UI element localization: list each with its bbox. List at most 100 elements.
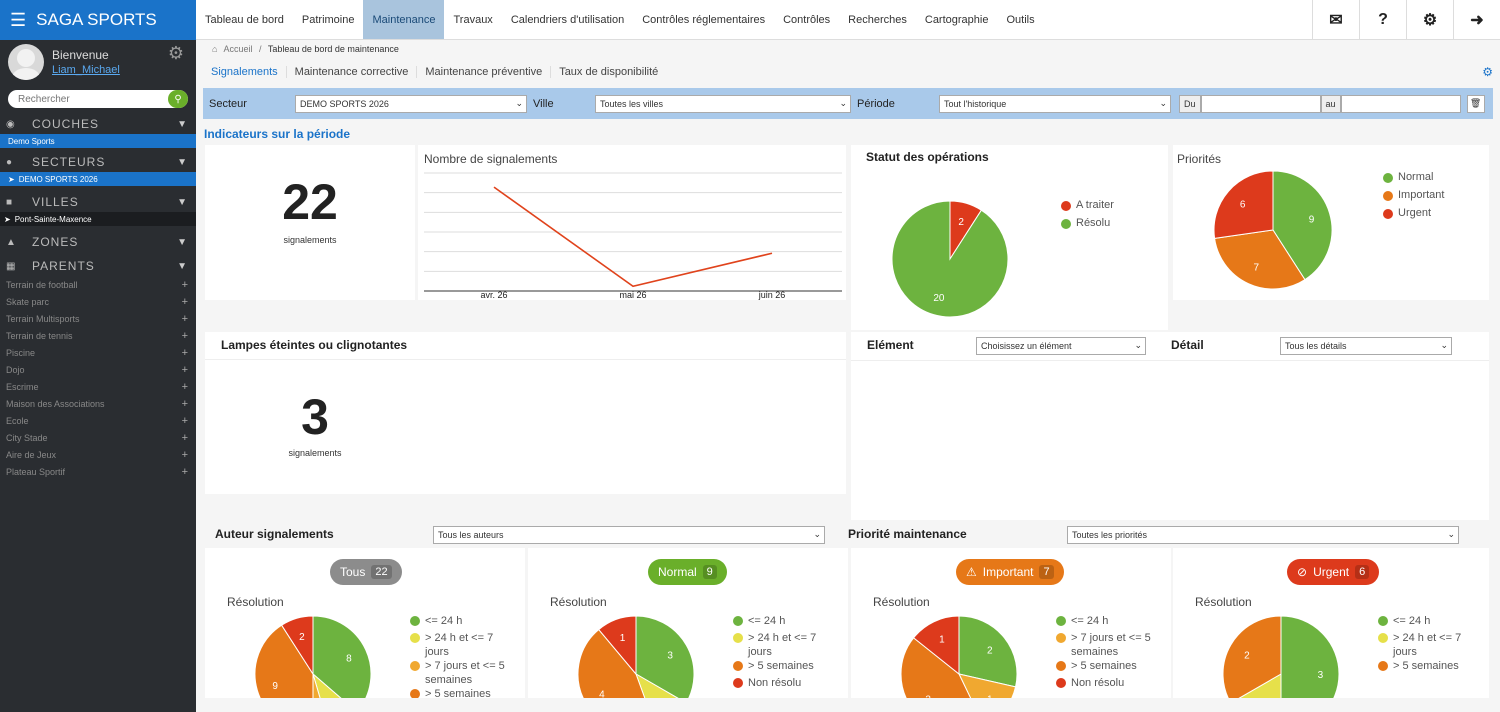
legend-item[interactable]: <= 24 h bbox=[733, 614, 838, 631]
pie-slice[interactable] bbox=[1222, 615, 1282, 698]
breadcrumb-home[interactable]: Accueil bbox=[223, 44, 253, 54]
legend-item[interactable]: > 24 h et <= 7 jours bbox=[733, 631, 838, 659]
legend-item[interactable]: > 24 h et <= 7 jours bbox=[410, 631, 515, 659]
pie-slice[interactable] bbox=[1280, 615, 1340, 698]
section-villes[interactable]: ■ VILLES ▼ bbox=[0, 192, 196, 212]
pie-slice[interactable] bbox=[891, 200, 1009, 318]
legend-item[interactable]: Urgent bbox=[1383, 207, 1444, 225]
legend-item[interactable]: > 5 semaines bbox=[1378, 659, 1483, 676]
parent-item[interactable]: Terrain Multisports + bbox=[0, 310, 196, 327]
nav-item[interactable]: Cartographie bbox=[924, 13, 989, 26]
pie-slice[interactable] bbox=[635, 672, 686, 698]
plus-icon[interactable]: + bbox=[181, 397, 188, 410]
periode-select[interactable]: Tout l'historique ⌄ bbox=[939, 94, 1171, 113]
priority-badge[interactable]: ⊘ Urgent 6 bbox=[1287, 559, 1380, 585]
parent-item[interactable]: Terrain de tennis + bbox=[0, 327, 196, 344]
subtab[interactable]: Maintenance préventive bbox=[417, 66, 552, 78]
search-input[interactable] bbox=[18, 93, 158, 105]
legend-item[interactable]: Non résolu bbox=[733, 676, 838, 693]
parent-item[interactable]: Piscine + bbox=[0, 344, 196, 361]
plus-icon[interactable]: + bbox=[181, 448, 188, 461]
pie-slice[interactable] bbox=[598, 615, 637, 676]
section-zones[interactable]: ▲ ZONES ▼ bbox=[0, 232, 196, 252]
priority-badge[interactable]: Normal 9 bbox=[648, 559, 727, 585]
envelope-icon[interactable]: ✉ bbox=[1312, 0, 1359, 39]
parent-item[interactable]: Aire de Jeux + bbox=[0, 446, 196, 463]
parent-item[interactable]: City Stade + bbox=[0, 429, 196, 446]
legend-item[interactable]: <= 24 h bbox=[1378, 614, 1483, 631]
search-icon[interactable]: ⚲ bbox=[168, 90, 188, 108]
legend-item[interactable]: Normal bbox=[1383, 171, 1444, 189]
legend-item[interactable]: > 5 semaines bbox=[410, 687, 515, 698]
plus-icon[interactable]: + bbox=[181, 329, 188, 342]
pie-slice[interactable] bbox=[312, 615, 372, 698]
menu-icon[interactable]: ☰ bbox=[10, 9, 27, 30]
legend-item[interactable]: > 5 semaines bbox=[1056, 659, 1161, 676]
username-link[interactable]: Liam_Michael bbox=[52, 64, 120, 76]
nav-item[interactable]: Calendriers d'utilisation bbox=[510, 13, 625, 26]
priority-badge[interactable]: Tous 22 bbox=[330, 559, 402, 585]
pie-slice[interactable] bbox=[254, 624, 314, 698]
plus-icon[interactable]: + bbox=[181, 278, 188, 291]
legend-item[interactable]: Non résolu bbox=[1056, 676, 1161, 693]
pie-slice[interactable] bbox=[1213, 170, 1274, 239]
parent-item[interactable]: Maison des Associations + bbox=[0, 395, 196, 412]
trash-icon[interactable]: 🗑 bbox=[1466, 94, 1485, 113]
date-from-input[interactable] bbox=[1200, 94, 1321, 113]
legend-item[interactable]: > 7 jours et <= 5 semaines bbox=[1056, 631, 1161, 659]
legend-item[interactable]: Important bbox=[1383, 189, 1444, 207]
priorite-maint-select[interactable]: Toutes les priorités ⌄ bbox=[1067, 526, 1459, 544]
help-icon[interactable]: ? bbox=[1359, 0, 1406, 39]
pie-slice[interactable] bbox=[958, 615, 1018, 688]
pie-slice[interactable] bbox=[312, 673, 329, 698]
nav-item[interactable]: Recherches bbox=[848, 13, 907, 26]
parent-item[interactable]: Terrain de football + bbox=[0, 276, 196, 293]
selected-ville[interactable]: ➤ Pont-Sainte-Maxence bbox=[0, 212, 196, 226]
plus-icon[interactable]: + bbox=[181, 431, 188, 444]
auteur-select[interactable]: Tous les auteurs ⌄ bbox=[433, 526, 825, 544]
detail-select[interactable]: Tous les détails ⌄ bbox=[1280, 337, 1452, 355]
subtab[interactable]: Signalements bbox=[203, 66, 287, 78]
pie-slice[interactable] bbox=[635, 615, 695, 698]
ville-select[interactable]: Toutes les villes ⌄ bbox=[595, 94, 851, 113]
nav-item[interactable]: Patrimoine bbox=[301, 13, 355, 26]
nav-item[interactable]: Contrôles bbox=[783, 13, 831, 26]
priority-badge[interactable]: ⚠ Important 7 bbox=[956, 559, 1064, 585]
nav-item[interactable]: Contrôles réglementaires bbox=[642, 13, 766, 26]
selected-secteur[interactable]: ➤ DEMO SPORTS 2026 bbox=[0, 172, 196, 186]
gear-icon[interactable]: ⚙ bbox=[167, 43, 184, 63]
selected-couche[interactable]: Demo Sports bbox=[0, 134, 196, 148]
section-parents[interactable]: ▦ PARENTS ▼ bbox=[0, 256, 196, 276]
nav-item[interactable]: Outils bbox=[1006, 13, 1035, 26]
legend-item[interactable]: Résolu bbox=[1061, 217, 1114, 235]
plus-icon[interactable]: + bbox=[181, 465, 188, 478]
plus-icon[interactable]: + bbox=[181, 312, 188, 325]
nav-item[interactable]: Travaux bbox=[453, 13, 493, 26]
parent-item[interactable]: Dojo + bbox=[0, 361, 196, 378]
date-to-input[interactable] bbox=[1340, 94, 1461, 113]
legend-item[interactable]: <= 24 h bbox=[410, 614, 515, 631]
plus-icon[interactable]: + bbox=[181, 363, 188, 376]
secteur-select[interactable]: DEMO SPORTS 2026 ⌄ bbox=[295, 94, 527, 113]
gear-icon[interactable]: ⚙ bbox=[1482, 65, 1493, 79]
pie-slice[interactable] bbox=[577, 628, 656, 698]
pie-slice[interactable] bbox=[958, 673, 1017, 698]
legend-item[interactable]: A traiter bbox=[1061, 199, 1114, 217]
legend-item[interactable]: > 5 semaines bbox=[733, 659, 838, 676]
plus-icon[interactable]: + bbox=[181, 295, 188, 308]
nav-item[interactable]: Tableau de bord bbox=[205, 13, 284, 26]
settings-icon[interactable]: ⚙ bbox=[1406, 0, 1453, 39]
pie-slice[interactable] bbox=[912, 615, 960, 676]
logout-icon[interactable]: ➜ bbox=[1453, 0, 1500, 39]
subtab[interactable]: Maintenance corrective bbox=[287, 66, 418, 78]
nav-item[interactable]: Maintenance bbox=[363, 0, 445, 39]
legend-item[interactable]: <= 24 h bbox=[1056, 614, 1161, 631]
section-secteurs[interactable]: ● SECTEURS ▼ bbox=[0, 152, 196, 172]
legend-item[interactable]: > 24 h et <= 7 jours bbox=[1378, 631, 1483, 659]
parent-item[interactable]: Escrime + bbox=[0, 378, 196, 395]
pie-slice[interactable] bbox=[312, 672, 357, 698]
parent-item[interactable]: Skate parc + bbox=[0, 293, 196, 310]
subtab[interactable]: Taux de disponibilité bbox=[559, 66, 659, 78]
pie-slice[interactable] bbox=[1231, 673, 1282, 698]
plus-icon[interactable]: + bbox=[181, 414, 188, 427]
